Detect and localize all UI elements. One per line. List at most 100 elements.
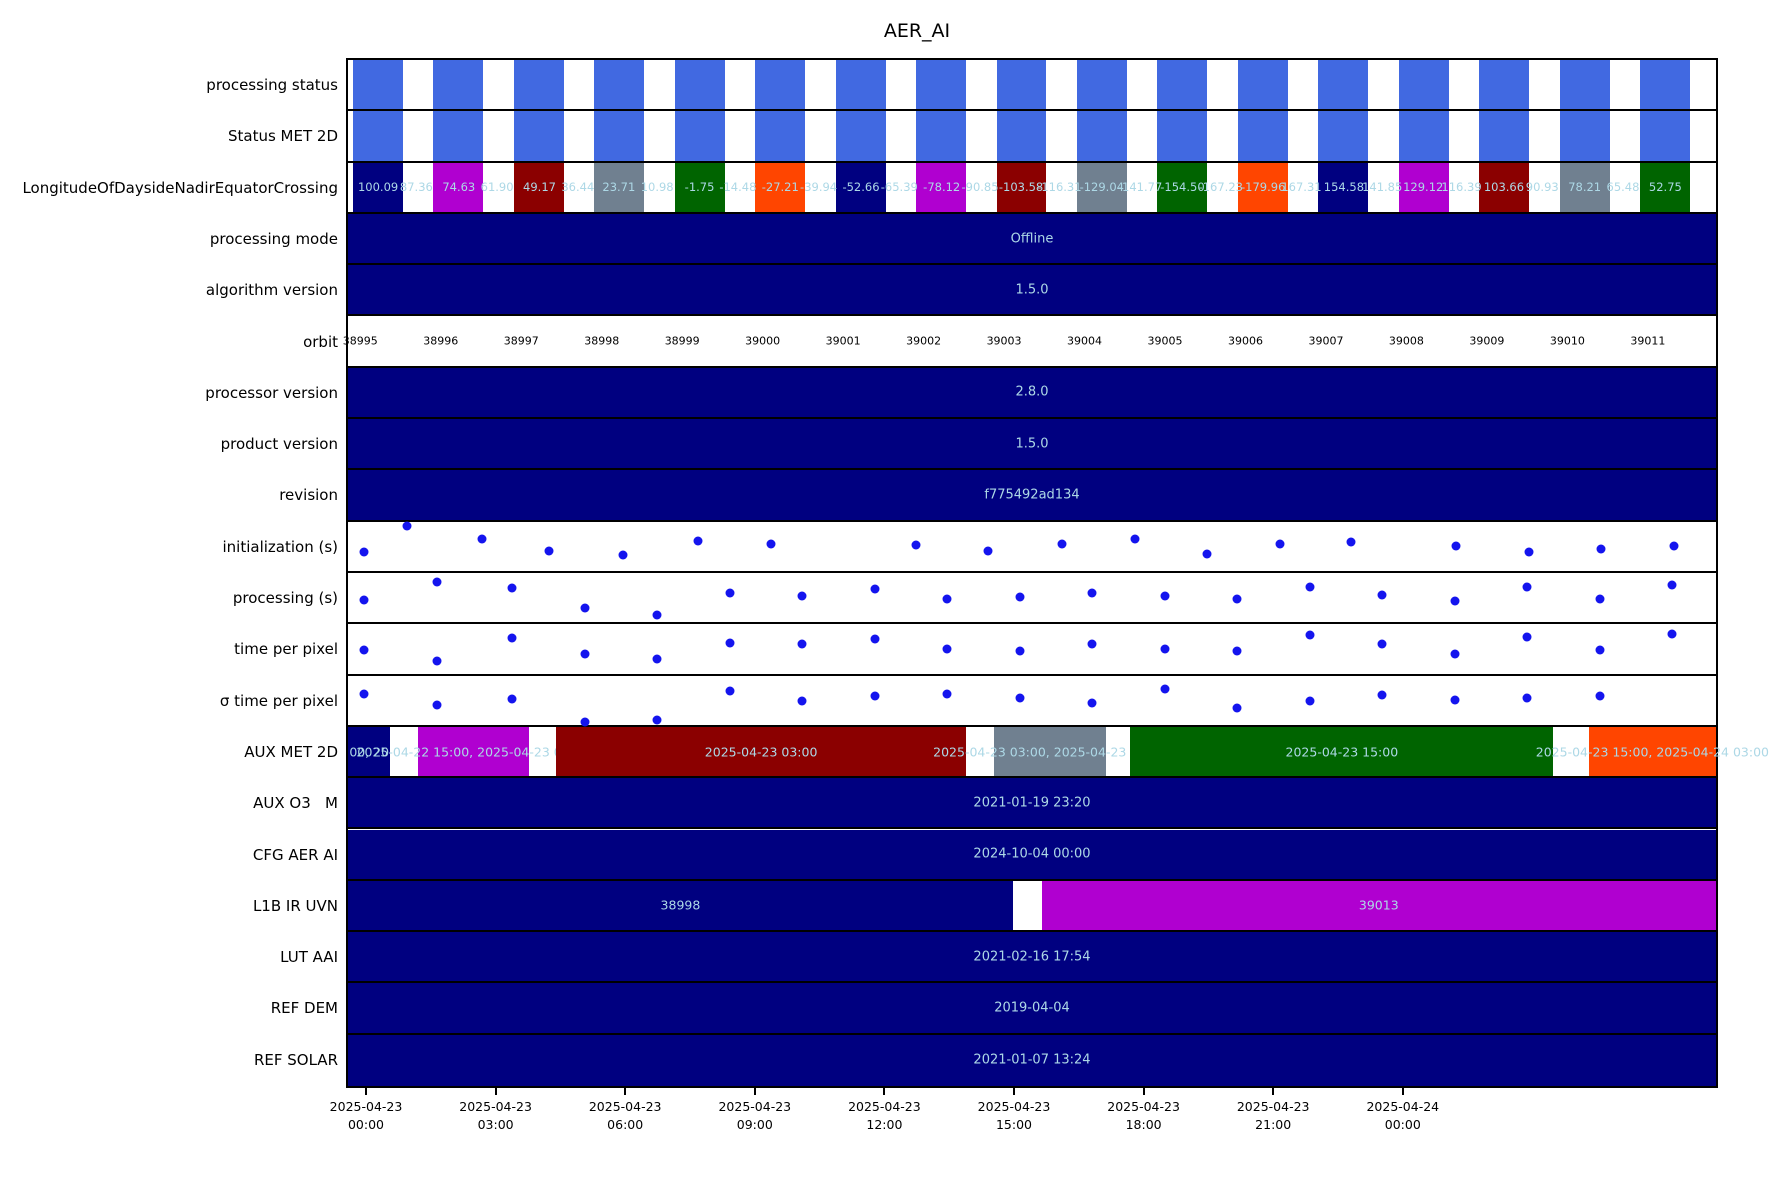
x-tick-mark xyxy=(624,1088,627,1095)
data-point xyxy=(432,656,442,666)
longitude-block xyxy=(674,162,725,212)
longitude-value: 154.58 xyxy=(1323,180,1365,195)
longitude-block xyxy=(433,162,484,212)
data-point xyxy=(507,633,517,643)
granule-block xyxy=(1157,111,1208,161)
granule-block xyxy=(1559,111,1610,161)
row-processing-status xyxy=(348,60,1716,112)
granule-block xyxy=(513,60,564,110)
longitude-value: 100.09 xyxy=(357,180,399,195)
data-point xyxy=(1202,549,1212,559)
data-point xyxy=(1305,582,1315,592)
row-processing-mode: Offline xyxy=(348,213,1716,266)
data-point xyxy=(870,691,880,701)
orbit-number: 39011 xyxy=(1630,334,1666,348)
longitude-block xyxy=(513,162,564,212)
row-label-aux-o3-m: AUX O3 M xyxy=(253,794,338,813)
longitude-block xyxy=(1559,162,1610,212)
segment-value: 39013 xyxy=(1358,897,1399,913)
x-tick-label: 2025-04-23 18:00 xyxy=(1074,1098,1214,1134)
data-point xyxy=(797,591,807,601)
longitude-value: 129.12 xyxy=(1403,180,1444,195)
x-tick-label: 2025-04-23 09:00 xyxy=(685,1098,825,1134)
x-tick-label: 2025-04-23 06:00 xyxy=(555,1098,695,1134)
longitude-block xyxy=(835,162,886,212)
orbit-number: 39000 xyxy=(745,334,781,348)
granule-block xyxy=(1077,60,1127,110)
segment-block: 2025-04-22 15:00, 2025-04-23 03:00 xyxy=(357,726,590,777)
longitude-value: 49.17 xyxy=(523,180,556,195)
data-point xyxy=(1596,544,1606,554)
data-point xyxy=(1087,698,1097,708)
granule-block xyxy=(916,111,966,161)
row-value: 1.5.0 xyxy=(1015,282,1049,298)
x-tick-label: 2025-04-23 12:00 xyxy=(814,1098,954,1134)
row-value: 2021-01-07 13:24 xyxy=(973,1052,1091,1068)
x-tick-time: 00:00 xyxy=(347,1117,385,1133)
orbit-number: 38998 xyxy=(584,334,620,348)
longitude-block xyxy=(1479,162,1530,212)
orbit-number: 39004 xyxy=(1067,334,1103,348)
x-tick-time: 03:00 xyxy=(477,1117,514,1133)
segment-value: 2025-04-23 03:00 xyxy=(704,744,818,760)
x-tick-mark xyxy=(1142,1088,1145,1095)
x-tick-mark xyxy=(365,1088,367,1095)
row-value: 2021-02-16 17:54 xyxy=(973,949,1091,965)
row-l1b-ir-uvn: 38998 39013 xyxy=(348,880,1716,933)
row-label-l1b-ir-uvn: L1B IR UVN xyxy=(252,896,338,915)
granule-block xyxy=(594,60,645,110)
granule-block xyxy=(674,111,725,161)
x-tick-mark xyxy=(494,1088,497,1095)
x-tick-mark xyxy=(753,1088,756,1095)
segment-block: 39013 xyxy=(1041,880,1716,931)
data-point xyxy=(1160,684,1170,694)
row-label-initialization-s: initialization (s) xyxy=(222,537,338,556)
data-point xyxy=(1522,582,1532,592)
granule-block xyxy=(835,60,886,110)
granule-block xyxy=(996,60,1047,110)
data-point xyxy=(1160,644,1170,654)
data-point xyxy=(1595,645,1605,655)
granule-block xyxy=(1479,111,1530,161)
longitude-value: -103.58 xyxy=(998,180,1044,195)
x-tick-label: 2025-04-24 00:00 xyxy=(1333,1098,1473,1134)
data-point xyxy=(359,595,369,605)
orbit-number: 38999 xyxy=(664,334,700,348)
row-label-lut-aai: LUT AAI xyxy=(280,948,338,967)
longitude-value: 87.36 xyxy=(399,180,433,195)
row-label-processor-version: processor version xyxy=(205,383,338,402)
longitude-value: 23.71 xyxy=(602,180,636,195)
data-point xyxy=(1451,541,1461,551)
granule-block xyxy=(1318,60,1369,110)
longitude-value: 78.21 xyxy=(1568,180,1602,195)
row-value: Offline xyxy=(1010,231,1054,247)
row-label-cfg-aer-ai: CFG AER AI xyxy=(252,845,338,864)
x-tick-time: 15:00 xyxy=(995,1117,1033,1133)
segment-value: 2025-04-23 15:00, 2025-04-24 03:00 xyxy=(1535,744,1769,760)
data-point xyxy=(1450,596,1460,606)
granule-block xyxy=(755,111,806,161)
segment-value: 2025-04-23 03:00, 2025-04-23 15:00 xyxy=(933,744,1167,760)
data-point xyxy=(652,610,662,620)
x-tick-label: 2025-04-23 15:00 xyxy=(944,1098,1084,1134)
row-algorithm-version: 1.5.0 xyxy=(348,265,1716,317)
longitude-block xyxy=(1640,162,1691,212)
row-label-status-met-2d: Status MET 2D xyxy=(227,127,338,146)
orbit-number: 39010 xyxy=(1549,334,1585,348)
granule-block xyxy=(513,111,564,161)
x-tick-time: 21:00 xyxy=(1255,1117,1292,1133)
x-tick-time: 06:00 xyxy=(607,1117,644,1133)
data-point xyxy=(942,644,952,654)
data-point xyxy=(544,546,554,556)
data-point xyxy=(1450,695,1460,705)
x-tick-date: 2025-04-23 xyxy=(977,1099,1051,1114)
longitude-block xyxy=(352,162,403,212)
granule-block xyxy=(1237,111,1288,161)
granule-block xyxy=(1640,60,1691,110)
longitude-value: 61.90 xyxy=(480,180,514,195)
row-aux-met-2d: 2025-04-22 03:00, 2025-04-22 15:002025-0… xyxy=(348,726,1769,779)
orbit-number: 39007 xyxy=(1308,334,1344,348)
orbit-number: 38995 xyxy=(342,334,378,348)
data-point xyxy=(725,638,735,648)
data-point xyxy=(1667,629,1677,639)
